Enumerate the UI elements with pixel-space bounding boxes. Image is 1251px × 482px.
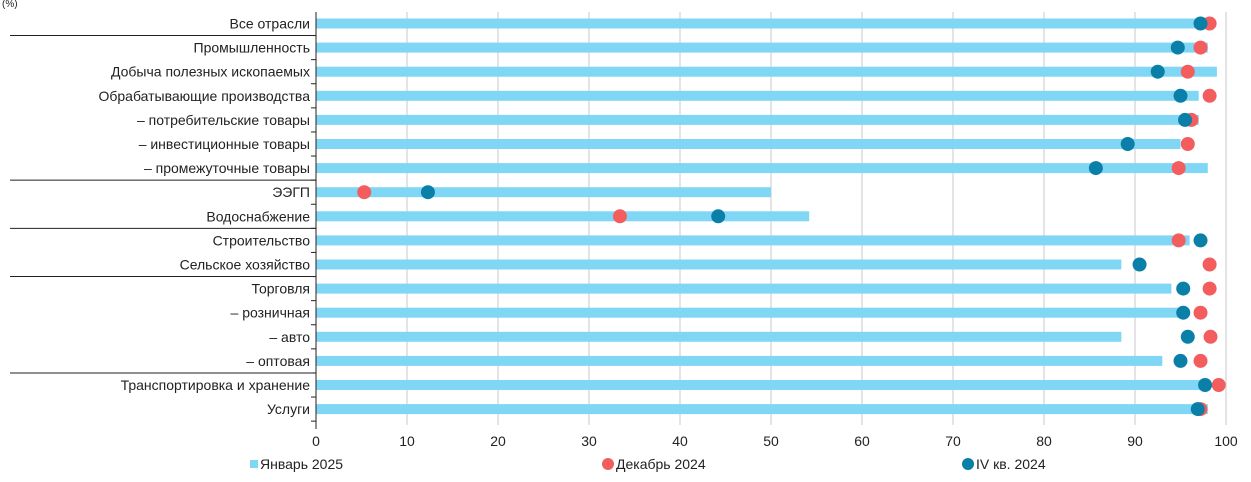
dot-marker — [1193, 305, 1208, 320]
dot-marker — [1132, 257, 1147, 272]
dot-marker — [1203, 329, 1218, 344]
dot-marker — [711, 209, 726, 224]
category-label: – инвестиционные товары — [139, 136, 310, 152]
dot-marker — [1176, 305, 1191, 320]
category-label: Услуги — [267, 401, 310, 417]
x-tick-label: 50 — [763, 433, 779, 449]
x-tick-label: 80 — [1036, 433, 1052, 449]
legend-swatch-dot — [602, 458, 614, 470]
bar — [316, 187, 771, 198]
category-label: ЭЭГП — [272, 184, 310, 200]
legend-swatch-bar — [250, 460, 258, 468]
dot-marker — [1150, 64, 1165, 79]
bar — [316, 404, 1208, 415]
bar — [316, 355, 1163, 366]
category-label: Все отрасли — [230, 16, 310, 32]
x-tick-label: 0 — [312, 433, 320, 449]
legend-label: Январь 2025 — [260, 456, 344, 472]
dot-marker — [1088, 161, 1103, 176]
category-label: – потребительские товары — [137, 112, 310, 128]
category-label: Строительство — [213, 232, 311, 248]
dot-marker — [1171, 161, 1186, 176]
dot-marker — [1211, 378, 1226, 392]
dot-marker — [1180, 137, 1195, 151]
category-label: – розничная — [231, 305, 310, 321]
bar — [316, 90, 1199, 101]
x-tick-label: 90 — [1127, 433, 1143, 449]
category-label: Торговля — [252, 281, 310, 297]
bar — [316, 18, 1204, 29]
category-label: Водоснабжение — [206, 208, 310, 224]
axes — [10, 12, 317, 429]
legend-item-january-2025: Январь 2025 — [250, 456, 343, 472]
category-label: – авто — [269, 329, 310, 345]
x-tick-label: 70 — [945, 433, 961, 449]
category-label: Транспортировка и хранение — [121, 377, 311, 393]
category-label: Добыча полезных ископаемых — [111, 64, 310, 80]
category-label: Обрабатывающие производства — [98, 88, 310, 104]
dot-marker — [1193, 233, 1208, 248]
dot-marker — [420, 185, 435, 200]
dot-marker — [1193, 353, 1208, 368]
dot-marker — [1173, 88, 1188, 103]
dot-marker — [1120, 137, 1135, 151]
category-label: Сельское хозяйство — [180, 257, 311, 273]
dot-marker — [1176, 281, 1191, 296]
bar — [316, 42, 1208, 53]
dot-marker — [1193, 16, 1208, 31]
legend-label: IV кв. 2024 — [976, 456, 1046, 472]
legend-swatch-dot — [962, 458, 974, 470]
category-label: – оптовая — [246, 353, 310, 369]
bar — [316, 211, 810, 222]
bar-series — [316, 18, 1217, 415]
bar — [316, 163, 1208, 174]
dot-marker — [1180, 64, 1195, 79]
legend: Январь 2025 Декабрь 2024 IV кв. 2024 — [0, 456, 1251, 478]
dot-marker — [1202, 88, 1217, 103]
dot-marker — [612, 209, 627, 224]
x-tick-labels: 0 10 20 30 40 50 60 70 80 90 100 — [312, 433, 1238, 449]
bar — [316, 235, 1190, 246]
bar — [316, 139, 1181, 149]
dot-marker — [1198, 378, 1213, 392]
x-tick-label: 10 — [399, 433, 415, 449]
dot-marker — [1173, 353, 1188, 368]
dot-marker — [357, 185, 372, 200]
unit-label: (%) — [2, 0, 18, 10]
dot-marker — [1193, 40, 1208, 55]
x-tick-label: 100 — [1214, 433, 1238, 449]
x-tick-label: 60 — [854, 433, 870, 449]
bar — [316, 380, 1204, 390]
dot-marker — [1178, 112, 1193, 127]
dot-marker — [1180, 329, 1195, 344]
category-labels: Все отрасли Промышленность Добыча полезных… — [98, 16, 310, 418]
x-tick-label: 40 — [672, 433, 688, 449]
x-tick-label: 20 — [490, 433, 506, 449]
category-label: Промышленность — [194, 40, 310, 56]
category-label: – промежуточные товары — [144, 160, 310, 176]
bar — [316, 114, 1199, 125]
dot-marker — [1171, 233, 1186, 248]
dot-marker — [1170, 40, 1185, 55]
bar — [316, 307, 1186, 318]
dot-marker — [1202, 257, 1217, 272]
bar — [316, 331, 1122, 342]
dot-marker — [1202, 281, 1217, 296]
legend-item-december-2024: Декабрь 2024 — [602, 456, 706, 472]
x-tick-label: 30 — [581, 433, 597, 449]
bar — [316, 66, 1217, 77]
bar — [316, 283, 1172, 294]
legend-item-q4-2024: IV кв. 2024 — [962, 456, 1046, 472]
legend-label: Декабрь 2024 — [616, 456, 706, 472]
dot-marker — [1190, 402, 1205, 417]
bar — [316, 259, 1122, 270]
dot-series — [357, 16, 1226, 417]
